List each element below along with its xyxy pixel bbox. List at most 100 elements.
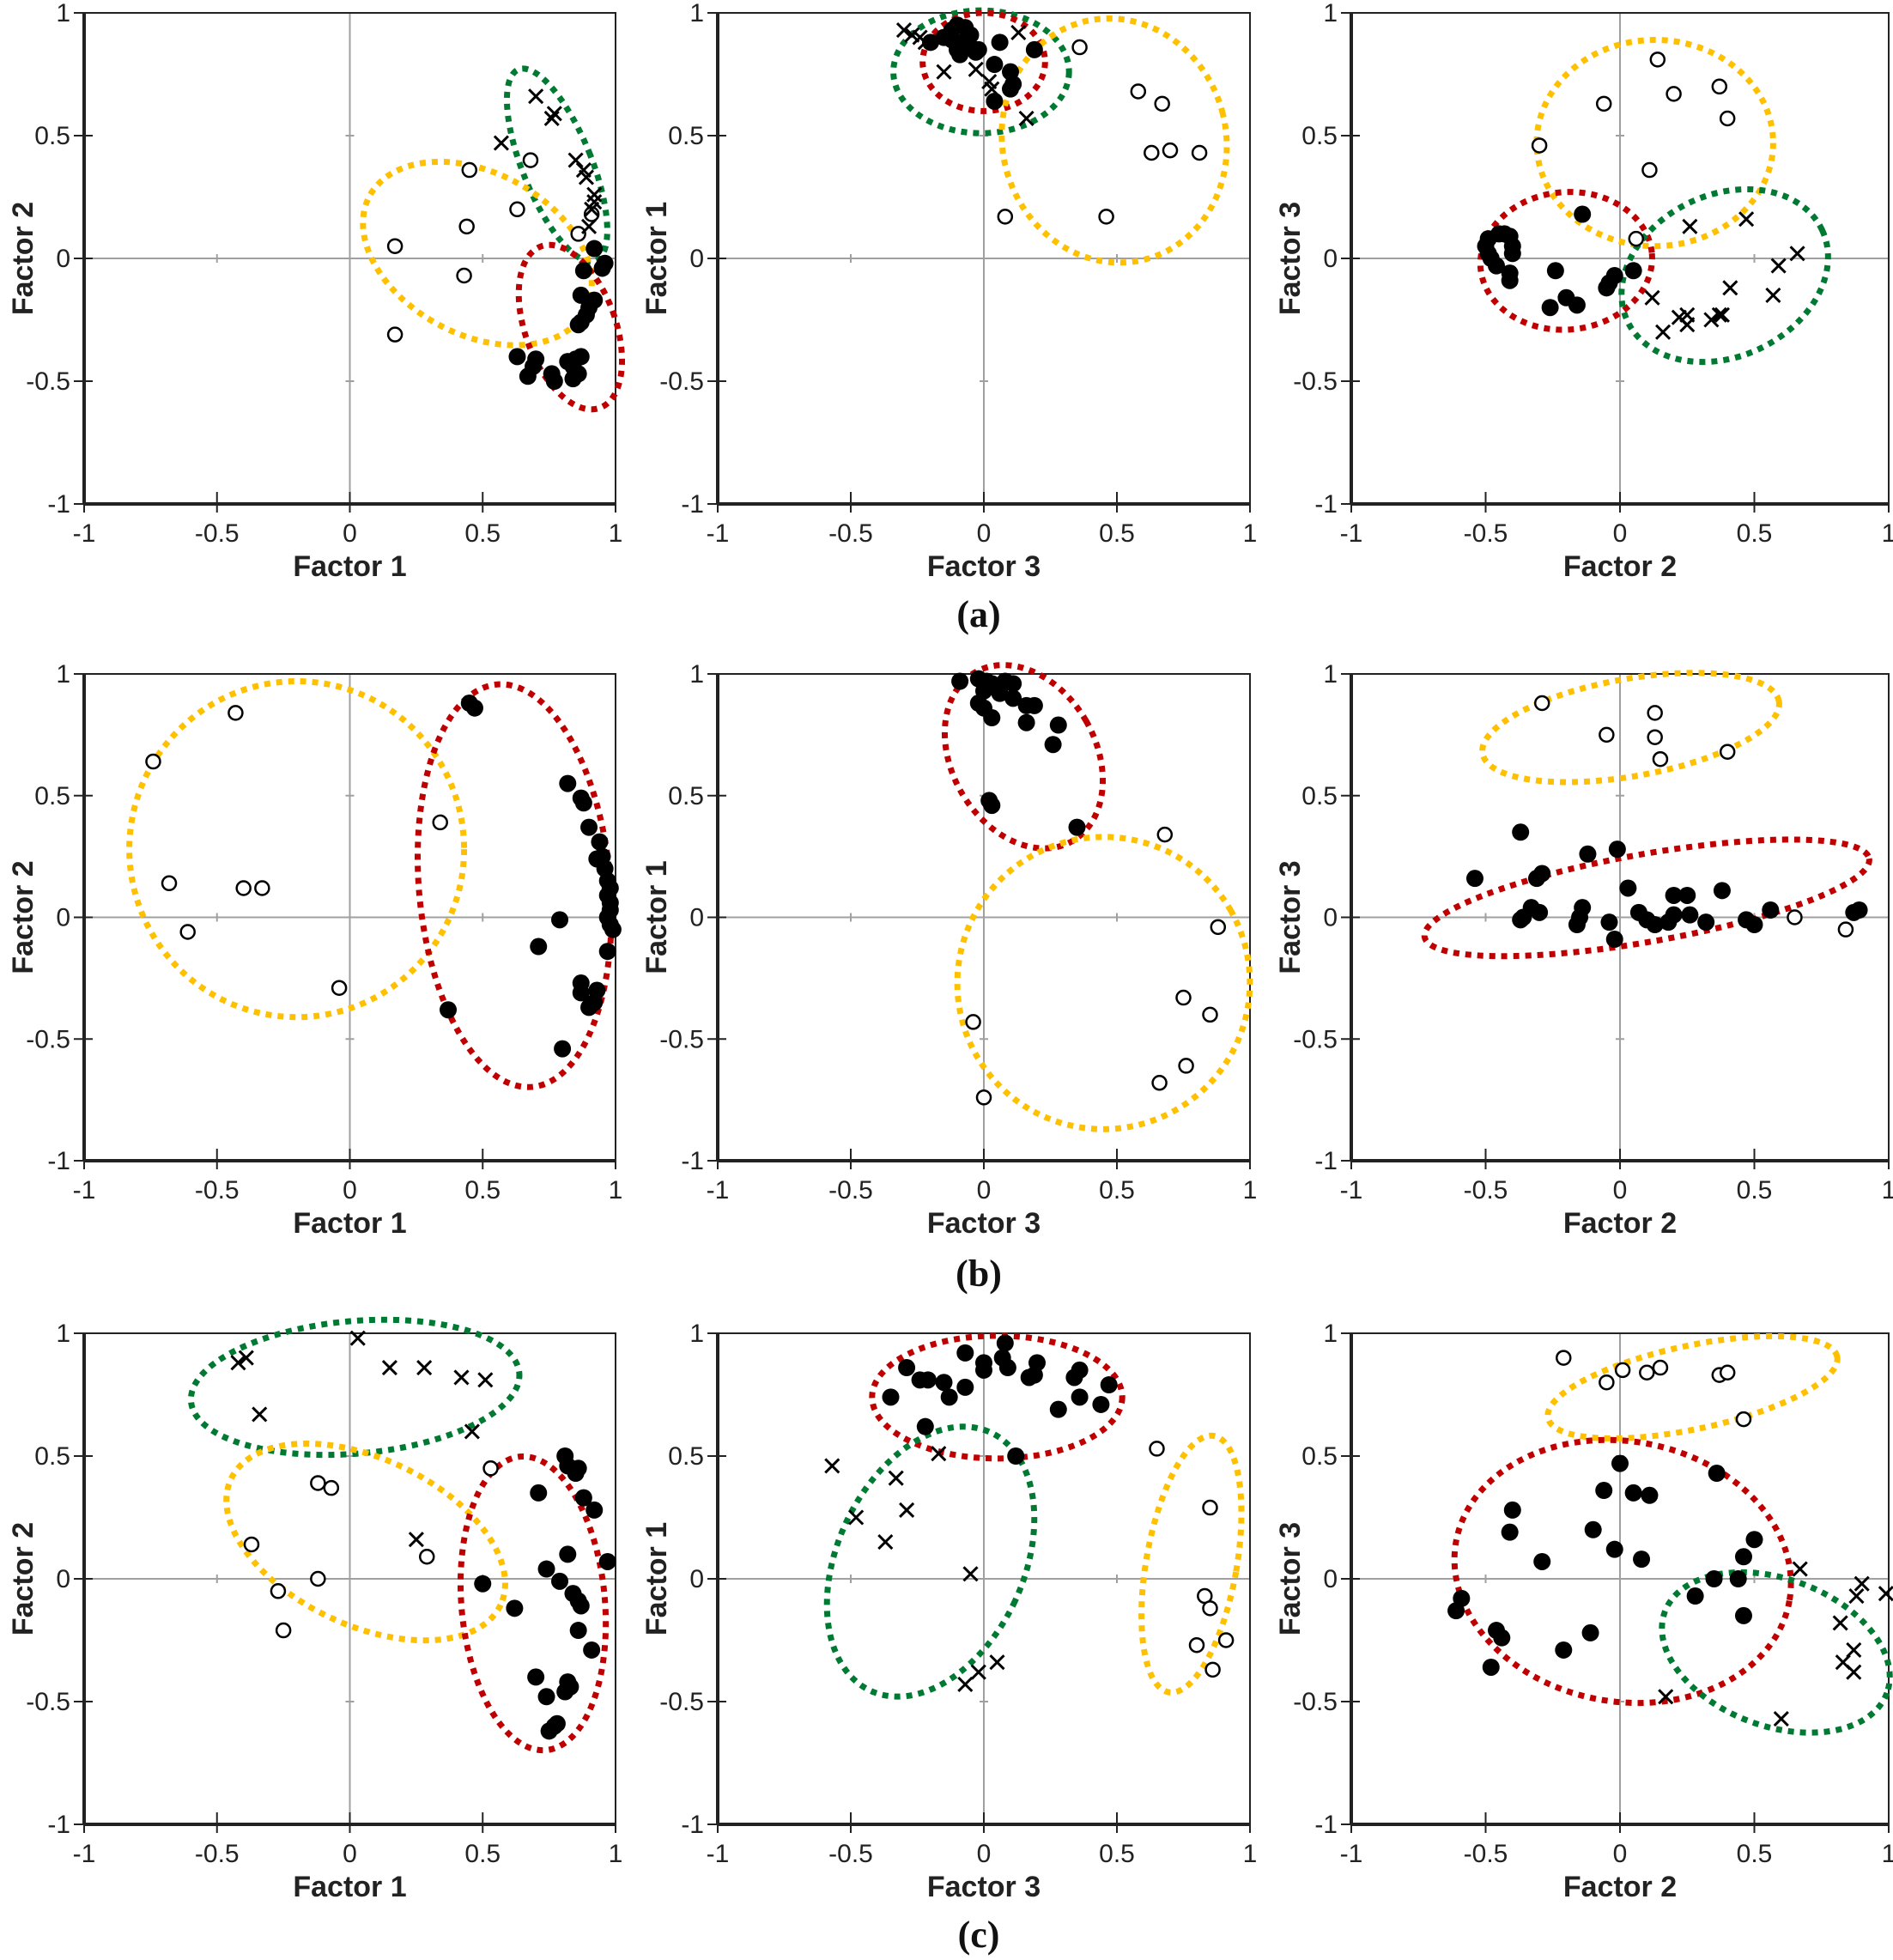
data-point-open [386,238,403,254]
data-point-filled [1633,1550,1651,1569]
data-point-filled [935,1374,953,1392]
data-point-open [1837,921,1854,938]
data-point-open [1202,1006,1218,1023]
data-point-open [1647,705,1663,721]
y-tick-label: 0 [1323,904,1338,932]
x-tick-label: 1 [1243,519,1258,548]
cluster-ellipse-yellow [126,678,468,1021]
data-point-filled [1071,1388,1089,1406]
data-point-filled [545,1717,563,1735]
x-tick-label: 0 [343,1176,357,1205]
data-point-open [509,201,525,218]
x-tick-label: -1 [73,1840,96,1868]
data-point-open [1614,1362,1631,1379]
data-point-filled [1686,1587,1704,1605]
data-point-filled [956,1378,974,1396]
data-point-open [1071,39,1088,56]
data-point-cross [464,1423,480,1440]
data-point-filled [1641,1486,1659,1504]
data-point-filled [585,1501,604,1519]
data-point-open [1130,83,1147,100]
y-tick-label: -0.5 [26,1688,70,1716]
data-point-filled [569,316,587,334]
data-point-open [1719,743,1736,760]
data-point-filled [569,1622,587,1640]
x-tick-label: 0.5 [1099,1840,1135,1868]
data-point-open [482,1460,499,1477]
data-point-filled [1482,1658,1500,1676]
y-tick-label: 0.5 [1301,1442,1338,1471]
y-tick-label: -1 [47,1147,70,1175]
y-tick-label: 0.5 [1301,122,1338,150]
data-point-open [432,814,448,831]
x-tick-label: 1 [609,519,623,548]
data-point-open [583,206,600,222]
data-point-filled [1665,886,1683,904]
cluster-ellipse-red [869,1332,1125,1462]
cluster-ellipse-yellow [1533,36,1776,250]
cluster-ellipse-red [1421,836,1872,960]
x-axis-label: Factor 3 [927,1207,1041,1240]
data-point-filled [943,31,961,49]
data-point-filled [951,672,969,690]
data-point-filled [986,56,1004,74]
data-point-filled [1734,1606,1752,1624]
y-tick-label: 0 [1323,245,1338,273]
cluster-ellipse-red [457,1453,610,1754]
y-axis-label: Factor 3 [1274,202,1307,315]
data-point-filled [1501,271,1519,289]
y-axis-label: Factor 1 [640,1522,673,1635]
data-point-open [1641,161,1658,179]
data-point-cross [543,110,560,127]
data-point-cross [1792,1561,1808,1577]
x-tick-label: 1 [1882,1840,1893,1868]
x-tick-label: 0.5 [1737,1840,1773,1868]
x-axis-label: Factor 1 [293,1207,406,1240]
data-point-cross [824,1458,840,1474]
data-point-open [228,705,244,721]
data-point-open [1647,729,1663,745]
data-point-filled [1007,1447,1025,1465]
data-point-cross [578,169,595,185]
data-point-filled [1584,1520,1602,1538]
data-point-cross [1711,306,1727,323]
data-point-filled [1600,913,1618,931]
data-point-filled [574,794,592,812]
data-point-filled [519,367,537,385]
data-point-filled [1493,1629,1511,1647]
data-point-open [1652,1359,1669,1376]
data-point-open [1217,1632,1235,1648]
data-point-open [254,880,270,896]
x-tick-label: 0.5 [464,1176,501,1205]
data-point-filled [983,709,1001,727]
x-tick-label: -1 [707,519,730,548]
y-axis-label: Factor 2 [7,1522,39,1635]
data-point-filled [967,43,985,61]
y-tick-label: 1 [1323,1320,1338,1348]
data-point-open [243,1536,260,1553]
cluster-ellipse-yellow [1138,1432,1245,1696]
cluster-ellipse-green [1659,1569,1893,1736]
data-point-cross [1714,306,1731,323]
data-point-filled [1004,675,1022,693]
x-tick-label: 0 [343,519,357,548]
data-point-cross [586,186,603,203]
y-tick-label: 1 [56,660,70,689]
cluster-ellipse-red [1451,1436,1794,1707]
cluster-ellipse-green [503,65,610,265]
data-point-cross [1738,211,1755,228]
data-point-cross [1770,258,1787,274]
data-point-open [1735,1411,1752,1428]
y-tick-label: 1 [689,0,704,27]
x-tick-label: 1 [1882,519,1893,548]
data-point-cross [1679,317,1696,333]
data-point-open [1149,1441,1165,1457]
scatter-panel-c2: -1 -0.5 0 0.5 1 -1 -0.5 0 0.5 1 Factor 3 Factor 1 [640,1320,1257,1903]
data-point-filled [1745,916,1763,934]
data-point-open [456,267,472,284]
data-point-filled [554,1040,572,1058]
data-point-filled [1049,1400,1067,1418]
data-point-filled [1595,1482,1613,1500]
x-tick-label: -0.5 [1464,1840,1508,1868]
data-point-open [145,753,161,770]
